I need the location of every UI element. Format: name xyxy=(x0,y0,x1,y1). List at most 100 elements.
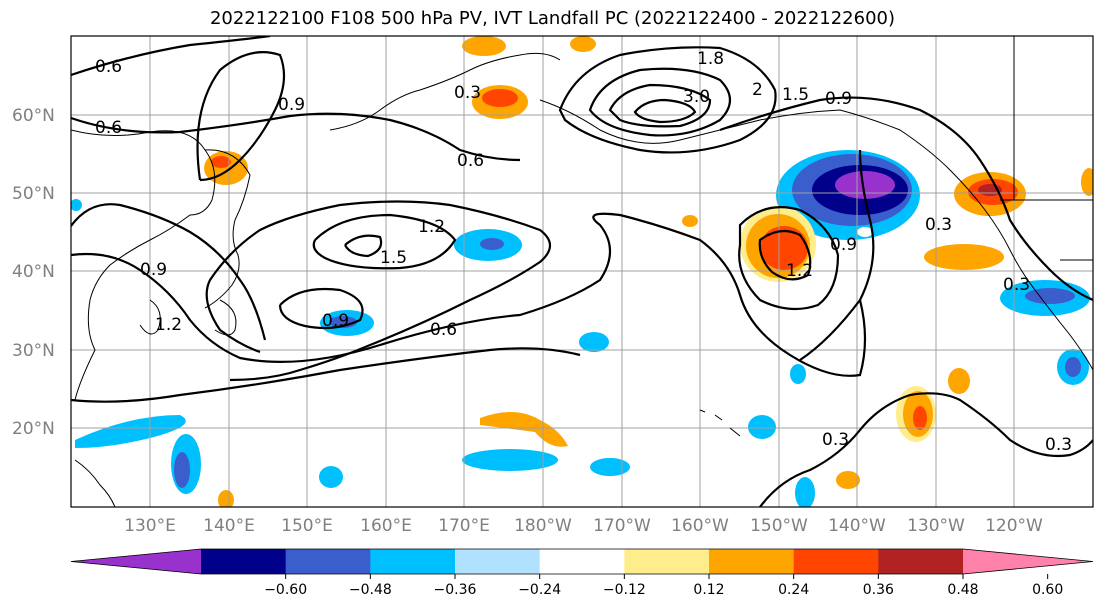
negative-anomaly-blob xyxy=(835,171,895,199)
negative-anomaly-blob xyxy=(579,332,609,352)
colorbar-outline xyxy=(70,548,1094,575)
positive-anomaly-blob xyxy=(218,490,234,507)
lon-label: 160°W xyxy=(671,516,729,536)
colorbar-tick-label: −0.60 xyxy=(264,582,307,598)
lat-label: 40°N xyxy=(12,262,55,282)
negative-anomaly-blob xyxy=(1065,357,1081,377)
contour-label: 1.2 xyxy=(786,261,813,281)
contour-label: 3.0 xyxy=(683,87,710,107)
graticule xyxy=(71,36,1093,507)
contour-label: 0.3 xyxy=(1003,275,1030,295)
contour-label: 0.3 xyxy=(1045,435,1072,455)
colorbar-extension-high xyxy=(963,549,1093,574)
colorbar-extension-low xyxy=(71,549,201,574)
latitude-labels: 60°N 50°N 40°N 30°N 20°N xyxy=(12,106,55,439)
lon-label: 140°W xyxy=(828,516,886,536)
colorbar: −0.60 −0.48 −0.36 −0.24 −0.12 0.12 0.24 0.36 0.4… xyxy=(70,548,1094,598)
colorbar-tick-label: 0.36 xyxy=(863,582,894,598)
contour-label: 0.6 xyxy=(95,118,122,138)
lon-label: 170°W xyxy=(593,516,651,536)
positive-anomaly-blob xyxy=(1081,168,1093,196)
contour-label: 1.5 xyxy=(380,248,407,268)
negative-anomaly-blob xyxy=(480,238,504,250)
colorbar-segment xyxy=(539,549,625,574)
colorbar-segment xyxy=(201,549,287,574)
contour-label: 0.9 xyxy=(825,89,852,109)
lon-label: 130°W xyxy=(907,516,965,536)
positive-anomaly-blob xyxy=(462,36,506,56)
map-border xyxy=(70,35,1094,508)
positive-anomaly-blob xyxy=(924,244,1004,270)
contour-label: 1.5 xyxy=(782,85,809,105)
contour-label: 0.3 xyxy=(454,83,481,103)
lat-label: 50°N xyxy=(12,184,55,204)
lon-label: 150°E xyxy=(281,516,333,536)
negative-anomaly-blob xyxy=(795,477,815,507)
negative-anomaly-blob xyxy=(75,415,186,448)
lon-label: 140°E xyxy=(203,516,255,536)
negative-anomaly-blob xyxy=(790,364,806,384)
lon-label: 170°E xyxy=(438,516,490,536)
colorbar-segment xyxy=(793,549,879,574)
contour-label: 0.3 xyxy=(925,215,952,235)
contour-label: 0.6 xyxy=(430,320,457,340)
contour-label: 0.9 xyxy=(278,95,305,115)
colorbar-segment xyxy=(285,549,371,574)
coastlines xyxy=(71,36,1093,507)
colorbar-segment xyxy=(455,549,541,574)
colorbar-tick-label: −0.12 xyxy=(603,582,646,598)
negative-anomaly-blob xyxy=(748,415,776,439)
colorbar-tick-label: −0.36 xyxy=(434,582,477,598)
negative-anomaly-blob xyxy=(590,458,630,476)
lon-label: 160°E xyxy=(360,516,412,536)
colorbar-tick-label: 0.12 xyxy=(693,582,724,598)
contour-label: 1.8 xyxy=(697,49,724,69)
lon-label: 150°W xyxy=(750,516,808,536)
colorbar-tick-label: 0.24 xyxy=(778,582,809,598)
contour-label: 0.9 xyxy=(322,311,349,331)
contour-label: 0.9 xyxy=(140,260,167,280)
positive-anomaly-blob xyxy=(913,406,927,430)
contour-label: 2 xyxy=(752,80,763,100)
lon-label: 180°W xyxy=(514,516,572,536)
positive-anomaly-blob xyxy=(682,215,698,227)
lon-label: 120°W xyxy=(985,516,1043,536)
contour-label-group: 0.6 0.6 0.6 0.6 0.3 0.9 0.9 0.9 1.2 1.2 … xyxy=(95,49,1072,455)
negative-anomaly-blob xyxy=(174,452,190,488)
positive-anomaly-blob xyxy=(760,226,808,270)
negative-anomaly-blob xyxy=(71,199,82,211)
negative-anomaly-blob xyxy=(319,466,343,488)
colorbar-segment xyxy=(624,549,710,574)
pv-contours xyxy=(71,36,1093,507)
longitude-labels: 130°E 140°E 150°E 160°E 170°E 180°W 170°… xyxy=(124,516,1043,536)
colorbar-tick-label: 0.48 xyxy=(947,582,978,598)
map-title: 2022122100 F108 500 hPa PV, IVT Landfall… xyxy=(209,8,896,29)
colorbar-tick-label: 0.60 xyxy=(1032,582,1063,598)
positive-anomaly-blob xyxy=(570,36,596,52)
positive-anomaly-blob xyxy=(204,151,248,185)
colorbar-segment xyxy=(878,549,964,574)
negative-anomaly-blob xyxy=(462,449,558,471)
colorbar-tick-label: −0.48 xyxy=(349,582,392,598)
contour-label: 1.2 xyxy=(155,315,182,335)
colorbar-segment xyxy=(370,549,456,574)
colorbar-segment xyxy=(709,549,795,574)
contour-label: 0.3 xyxy=(822,430,849,450)
lon-label: 130°E xyxy=(124,516,176,536)
positive-anomaly-blob xyxy=(948,368,970,394)
positive-anomaly-blob xyxy=(482,89,518,107)
lat-label: 30°N xyxy=(12,341,55,361)
contour-label: 0.9 xyxy=(830,235,857,255)
lat-label: 60°N xyxy=(12,106,55,126)
contour-label: 0.6 xyxy=(457,151,484,171)
negative-anomaly-blob xyxy=(1025,288,1075,304)
contour-label: 1.2 xyxy=(418,217,445,237)
negative-anomaly-hole xyxy=(857,227,873,237)
positive-anomaly-blob xyxy=(211,156,231,168)
lat-label: 20°N xyxy=(12,419,55,439)
colorbar-tick-label: −0.24 xyxy=(518,582,561,598)
positive-anomaly-blob xyxy=(836,471,860,489)
contour-label: 0.6 xyxy=(95,57,122,77)
positive-anomaly-blob xyxy=(480,411,568,447)
